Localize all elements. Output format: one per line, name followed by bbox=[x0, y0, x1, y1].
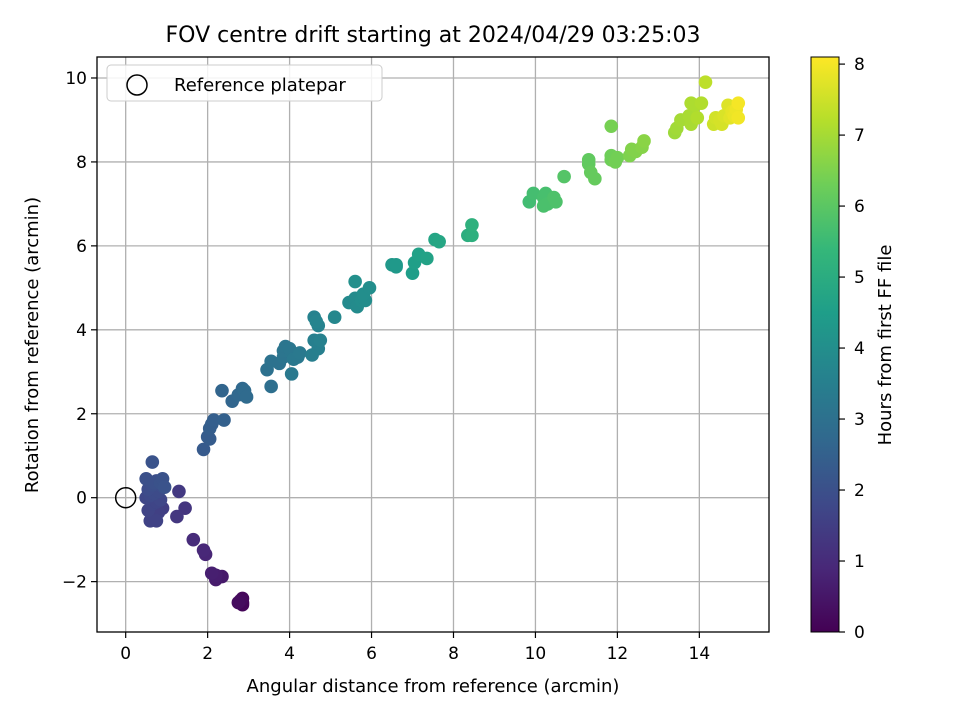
colorbar: 0 1 2 3 4 5 6 7 8 Hours from first FF file bbox=[810, 55, 896, 643]
data-point bbox=[465, 218, 479, 232]
data-point bbox=[348, 274, 362, 289]
data-point bbox=[293, 346, 307, 360]
data-point bbox=[145, 455, 160, 469]
data-point bbox=[362, 281, 377, 295]
data-point bbox=[196, 543, 211, 557]
data-point bbox=[204, 566, 219, 581]
data-point bbox=[557, 169, 571, 184]
x-tick-label: 4 bbox=[284, 644, 295, 664]
reference-marker bbox=[114, 486, 137, 509]
data-point bbox=[202, 432, 217, 446]
colorbar-tick-label: 6 bbox=[854, 197, 865, 217]
data-point bbox=[284, 367, 299, 381]
y-axis-label: Rotation from reference (arcmin) bbox=[22, 197, 43, 493]
data-point bbox=[637, 134, 651, 148]
data-point bbox=[170, 509, 184, 524]
data-point bbox=[698, 75, 713, 89]
colorbar-tick-label: 3 bbox=[854, 410, 865, 430]
data-point bbox=[432, 234, 446, 249]
data-point bbox=[389, 257, 403, 272]
y-tick-label: 4 bbox=[76, 321, 87, 341]
x-tick-label: 2 bbox=[202, 644, 213, 664]
colorbar-tick-label: 1 bbox=[854, 552, 865, 572]
chart-title: FOV centre drift starting at 2024/04/29 … bbox=[166, 23, 701, 48]
x-tick-label: 0 bbox=[120, 644, 131, 664]
x-tick-label: 6 bbox=[366, 644, 377, 664]
data-point bbox=[610, 150, 625, 165]
data-point bbox=[239, 390, 254, 404]
data-point bbox=[264, 379, 278, 394]
data-point bbox=[215, 383, 229, 398]
colorbar-tick-label: 0 bbox=[854, 623, 865, 643]
data-point bbox=[465, 228, 479, 243]
data-point bbox=[526, 186, 541, 201]
grid bbox=[97, 57, 769, 632]
data-point bbox=[231, 595, 246, 610]
data-point bbox=[549, 194, 563, 209]
colorbar-tick-label: 7 bbox=[854, 126, 865, 146]
data-point bbox=[604, 119, 619, 134]
data-point bbox=[196, 442, 211, 457]
data-point bbox=[405, 266, 420, 280]
data-point bbox=[282, 341, 297, 356]
legend-box bbox=[106, 64, 383, 102]
plot-frame bbox=[96, 56, 770, 633]
y-axis-ticks: −2 0 2 4 6 8 10 bbox=[62, 69, 97, 593]
data-point bbox=[186, 532, 201, 547]
data-point bbox=[327, 310, 342, 325]
x-tick-label: 10 bbox=[525, 644, 547, 664]
scatter-points bbox=[114, 75, 746, 612]
colorbar-tick-label: 2 bbox=[854, 481, 865, 501]
data-point bbox=[206, 413, 221, 427]
colorbar-tick-label: 5 bbox=[854, 268, 865, 288]
data-point bbox=[172, 484, 186, 499]
x-tick-label: 12 bbox=[607, 644, 629, 664]
legend: Reference platepar bbox=[106, 64, 383, 102]
data-point bbox=[157, 480, 172, 495]
y-tick-label: 0 bbox=[76, 489, 87, 509]
data-point bbox=[309, 314, 324, 329]
legend-label: Reference platepar bbox=[174, 75, 346, 96]
y-tick-label: −2 bbox=[62, 573, 87, 593]
data-point bbox=[690, 111, 705, 125]
x-tick-label: 14 bbox=[689, 644, 711, 664]
x-axis-ticks: 0 2 4 6 8 10 12 14 bbox=[120, 632, 710, 664]
y-tick-label: 10 bbox=[65, 69, 87, 89]
colorbar-gradient bbox=[811, 57, 839, 632]
colorbar-tick-label: 4 bbox=[854, 339, 865, 359]
x-tick-label: 8 bbox=[448, 644, 459, 664]
data-point bbox=[694, 96, 709, 110]
colorbar-label: Hours from first FF file bbox=[875, 245, 896, 446]
y-tick-label: 6 bbox=[76, 237, 87, 257]
legend-marker bbox=[126, 74, 148, 96]
data-point bbox=[536, 199, 551, 213]
data-point bbox=[588, 171, 602, 186]
colorbar-tick-label: 8 bbox=[854, 55, 865, 75]
colorbar-ticks: 0 1 2 3 4 5 6 7 8 bbox=[839, 55, 865, 643]
data-point bbox=[731, 111, 746, 125]
y-tick-label: 2 bbox=[76, 405, 87, 425]
x-axis-label: Angular distance from reference (arcmin) bbox=[247, 676, 620, 697]
y-tick-label: 8 bbox=[76, 153, 87, 173]
data-point bbox=[149, 513, 164, 528]
data-point bbox=[420, 251, 434, 266]
colorbar-frame bbox=[810, 56, 840, 633]
data-point bbox=[217, 413, 231, 427]
data-point bbox=[313, 333, 328, 348]
data-point bbox=[581, 153, 596, 167]
data-point bbox=[178, 501, 192, 515]
data-point bbox=[731, 96, 746, 110]
